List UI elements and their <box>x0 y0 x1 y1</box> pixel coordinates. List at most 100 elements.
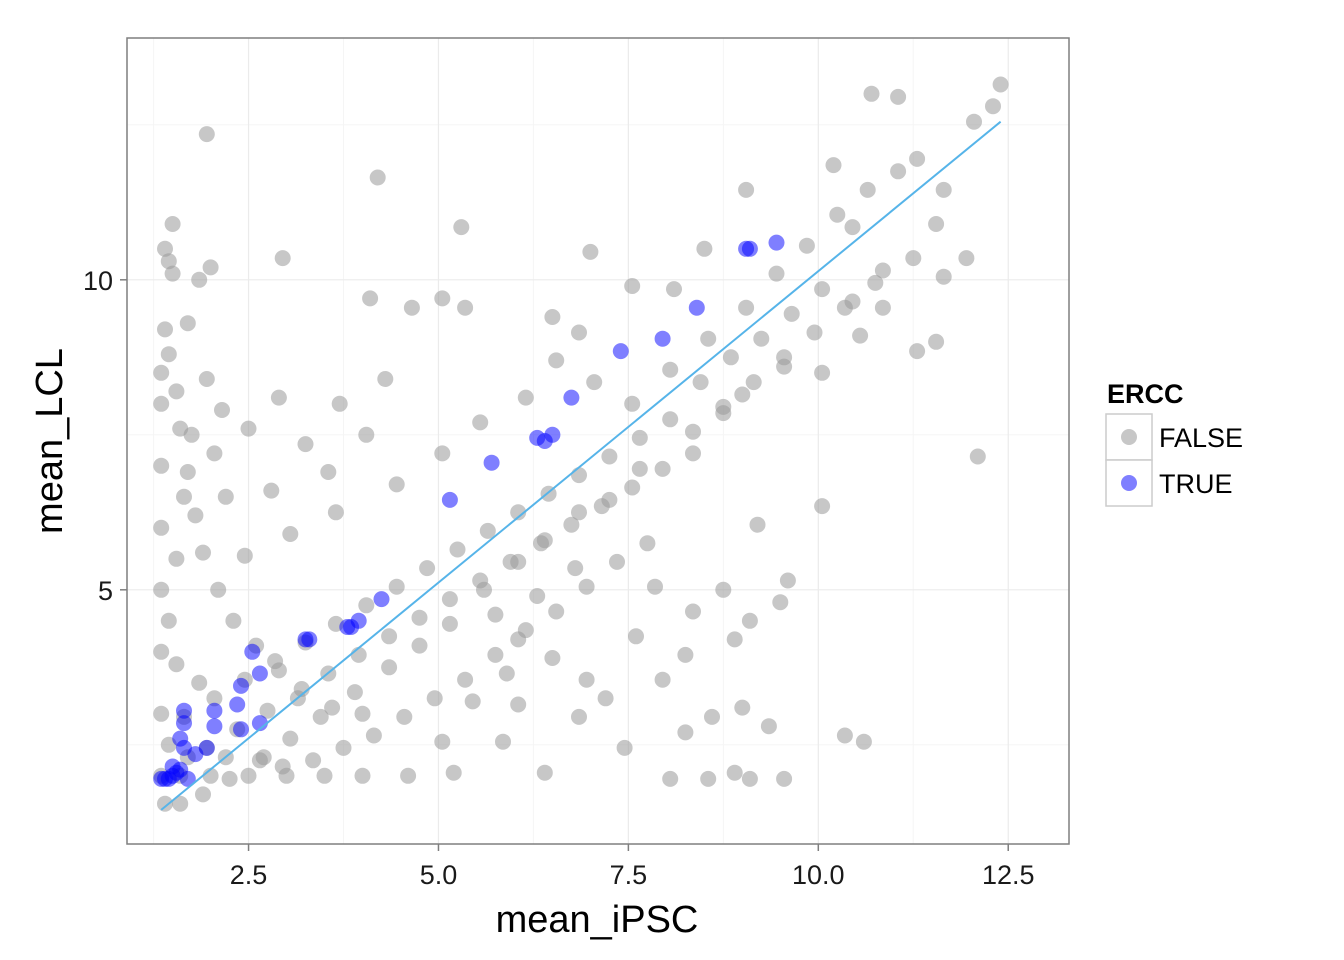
data-point-false <box>195 786 211 803</box>
data-point-false <box>631 460 648 477</box>
x-tick-label: 7.5 <box>610 860 648 890</box>
data-point-false <box>362 290 379 307</box>
data-point-false <box>179 315 196 332</box>
data-point-true <box>176 702 192 719</box>
data-point-false <box>274 758 291 775</box>
data-point-false <box>662 411 679 428</box>
data-point-false <box>852 327 869 344</box>
data-point-false <box>753 330 770 347</box>
reference-line <box>160 120 1002 811</box>
data-point-false <box>859 181 876 198</box>
data-point-false <box>168 656 185 673</box>
data-point-false <box>571 708 587 725</box>
data-point-false <box>434 733 451 750</box>
data-point-false <box>487 646 504 663</box>
data-point-true <box>179 770 196 787</box>
legend-title: ERCC <box>1107 379 1184 409</box>
data-point-false <box>221 770 238 787</box>
data-point-false <box>692 374 709 391</box>
x-axis-title: mean_iPSC <box>496 899 699 941</box>
data-point-false <box>320 464 337 480</box>
data-point-false <box>829 206 846 223</box>
series-true-points <box>153 234 785 787</box>
data-point-false <box>738 181 755 198</box>
data-point-false <box>647 578 663 595</box>
data-point-false <box>844 219 861 236</box>
data-point-false <box>760 718 777 735</box>
data-point-false <box>160 346 177 363</box>
data-point-false <box>776 770 793 787</box>
data-point-false <box>240 767 257 784</box>
data-point-false <box>696 240 713 257</box>
data-point-false <box>202 259 219 276</box>
data-point-false <box>274 250 291 267</box>
data-point-false <box>191 271 208 288</box>
data-point-false <box>388 578 405 595</box>
data-point-false <box>510 504 527 521</box>
data-point-false <box>985 98 1001 115</box>
data-point-false <box>358 597 375 614</box>
data-point-false <box>164 216 181 232</box>
data-point-false <box>259 702 276 719</box>
data-point-false <box>715 398 732 415</box>
data-point-false <box>654 671 671 688</box>
data-point-false <box>400 767 417 784</box>
data-point-false <box>855 733 872 750</box>
data-point-false <box>734 699 751 716</box>
data-point-true <box>612 343 629 360</box>
data-point-false <box>187 507 204 524</box>
data-point-true <box>251 715 268 732</box>
data-point-false <box>153 364 170 381</box>
data-point-false <box>685 423 701 440</box>
data-point-false <box>779 572 796 589</box>
data-point-false <box>195 544 211 561</box>
data-point-false <box>255 749 272 766</box>
data-point-false <box>890 88 907 105</box>
y-axis-title: mean_LCL <box>29 348 71 534</box>
data-point-false <box>153 395 170 412</box>
data-point-true <box>206 718 223 735</box>
data-point-true <box>198 739 215 756</box>
data-point-true <box>741 240 758 257</box>
data-point-false <box>464 693 481 710</box>
x-tick-label: 10.0 <box>792 860 845 890</box>
data-point-true <box>563 389 580 406</box>
data-point-false <box>616 739 633 756</box>
data-point-true <box>654 330 671 347</box>
data-point-false <box>495 733 511 750</box>
data-point-false <box>153 643 170 660</box>
data-point-false <box>935 268 952 285</box>
data-point-false <box>153 705 170 722</box>
panel-border <box>126 37 1070 845</box>
data-point-false <box>874 299 891 316</box>
data-point-false <box>715 581 732 598</box>
data-point-false <box>533 535 549 552</box>
y-tick-label: 5 <box>98 576 113 606</box>
data-point-false <box>586 374 603 391</box>
data-point-false <box>358 426 375 443</box>
data-point-false <box>571 504 587 521</box>
data-point-false <box>928 216 945 232</box>
data-point-false <box>639 535 656 552</box>
data-point-false <box>354 705 371 722</box>
data-point-false <box>544 650 561 666</box>
data-point-false <box>578 671 595 688</box>
data-point-false <box>992 76 1009 93</box>
data-point-false <box>571 467 587 484</box>
y-axis-ticks: 5 10 <box>83 266 127 606</box>
data-point-false <box>282 730 299 747</box>
x-tick-label: 5.0 <box>420 860 458 890</box>
data-point-false <box>666 281 682 298</box>
data-point-true <box>233 677 249 694</box>
data-point-false <box>206 445 223 462</box>
data-point-false <box>453 219 470 236</box>
data-point-false <box>160 612 177 629</box>
data-point-false <box>905 250 922 267</box>
data-point-false <box>741 770 758 787</box>
data-point-false <box>335 739 352 756</box>
data-point-false <box>388 476 405 493</box>
data-point-false <box>734 386 751 403</box>
data-point-false <box>472 572 489 589</box>
data-point-false <box>282 526 299 542</box>
